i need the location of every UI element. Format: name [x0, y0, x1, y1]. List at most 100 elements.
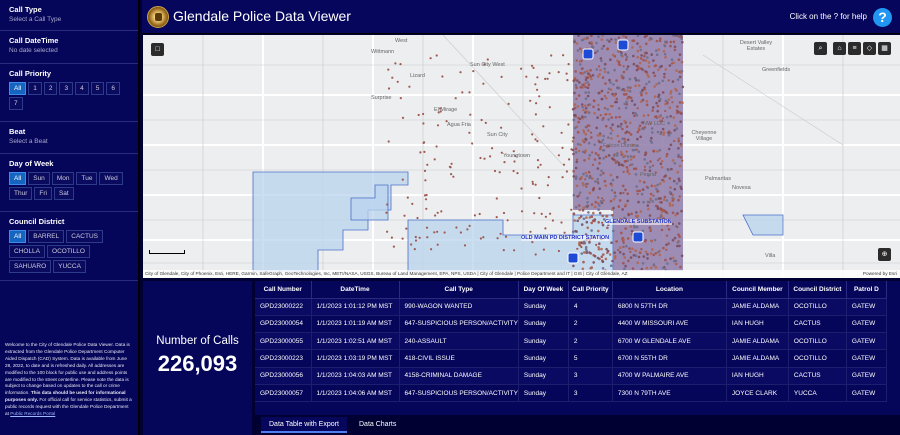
- table-cell: 1/1/2023 1:01:19 AM MST: [311, 315, 400, 334]
- column-header[interactable]: Patrol D: [846, 281, 887, 299]
- table-cell: JAMIE ALDAMA: [726, 298, 789, 316]
- call-type-filter[interactable]: Call Type Select a Call Type: [0, 0, 138, 31]
- priority-chip-1[interactable]: 1: [28, 82, 42, 95]
- locate-icon[interactable]: ⊕: [878, 248, 891, 261]
- priority-chip-2[interactable]: 2: [43, 82, 58, 95]
- day-chip-tue[interactable]: Tue: [76, 172, 98, 185]
- column-header[interactable]: Council Member: [726, 281, 789, 299]
- calls-table-container[interactable]: Call Number DateTime Call Type Day Of Week C…: [255, 281, 900, 415]
- public-records-link[interactable]: Public Records Portal: [10, 411, 56, 417]
- district-chip-barrel[interactable]: BARREL: [28, 230, 65, 243]
- map-view[interactable]: West Wittmann Lizard Surprise El Mirage …: [143, 35, 900, 278]
- old-main-pd-label[interactable]: OLD MAIN PD DISTRICT STATION: [521, 235, 610, 241]
- table-cell: 6800 N 57TH DR: [612, 298, 727, 316]
- map-label-surprise: Surprise: [371, 95, 392, 101]
- district-chip-cholla[interactable]: CHOLLA: [9, 245, 46, 258]
- table-row[interactable]: GPD23000055 1/1/2023 1:02:51 AM MST 240-AS…: [255, 332, 887, 351]
- table-cell: Sunday: [518, 349, 569, 368]
- map-zoom-icon[interactable]: □: [151, 43, 164, 56]
- table-cell: GATEW: [846, 349, 887, 368]
- column-header[interactable]: Council District: [788, 281, 847, 299]
- table-row[interactable]: GPD23000223 1/1/2023 1:03:19 PM MST 418-CI…: [255, 349, 887, 368]
- table-cell: GPD23000055: [255, 332, 312, 351]
- basemap-gallery-icon[interactable]: ▦: [878, 42, 891, 55]
- glendale-substation-label[interactable]: GLENDALE SUBSTATION: [605, 219, 672, 225]
- map-label-sun-city-west: Sun City West: [470, 62, 505, 68]
- map-label-west: West: [395, 38, 408, 44]
- table-cell: GPD23000223: [255, 349, 312, 368]
- priority-chip-5[interactable]: 5: [90, 82, 105, 95]
- district-chip-yucca[interactable]: YUCCA: [53, 260, 86, 273]
- council-district-options: All BARREL CACTUS CHOLLA OCOTILLO SAHUARO YUCC…: [9, 230, 130, 273]
- legend-list-icon[interactable]: ≡: [848, 42, 861, 55]
- table-row[interactable]: GPD23000054 1/1/2023 1:01:19 AM MST 647-SU…: [255, 315, 887, 334]
- table-cell: CACTUS: [788, 315, 847, 334]
- table-body: GPD23000222 1/1/2023 1:01:12 PM MST 990-WA…: [255, 298, 887, 403]
- table-row[interactable]: GPD23000222 1/1/2023 1:01:12 PM MST 990-WA…: [255, 298, 887, 316]
- call-datetime-value[interactable]: No date selected: [9, 47, 58, 54]
- table-cell: 1/1/2023 1:02:51 AM MST: [311, 332, 400, 351]
- table-cell: 6700 W GLENDALE AVE: [612, 332, 727, 351]
- district-chip-all[interactable]: All: [9, 230, 27, 243]
- priority-chip-4[interactable]: 4: [75, 82, 89, 95]
- beat-select[interactable]: Select a Beat: [9, 138, 48, 145]
- calls-kpi-card: Number of Calls 226,093: [143, 281, 252, 435]
- table-cell: 647-SUSPICIOUS PERSON/ACTIVITY: [399, 315, 519, 334]
- table-cell: Sunday: [518, 367, 569, 385]
- day-chip-sun[interactable]: Sun: [28, 172, 50, 185]
- calls-table: Call Number DateTime Call Type Day Of Week C…: [255, 281, 887, 403]
- table-cell: Sunday: [518, 384, 569, 403]
- welcome-tail: For official call for service statistics…: [5, 397, 132, 417]
- table-cell: IAN HUGH: [726, 315, 789, 334]
- map-label-desert-valley: Desert Valley Estates: [739, 40, 773, 52]
- home-icon[interactable]: ⌂: [833, 42, 846, 55]
- day-chip-mon[interactable]: Mon: [51, 172, 75, 185]
- day-chip-all[interactable]: All: [9, 172, 27, 185]
- day-chip-sat[interactable]: Sat: [53, 187, 74, 200]
- map-label-nw-loc: NW LOC: [643, 121, 665, 127]
- layers-icon[interactable]: ◇: [863, 42, 876, 55]
- help-hint: Click on the ? for help: [789, 12, 867, 21]
- day-of-week-title: Day of Week: [9, 159, 54, 168]
- column-header[interactable]: Call Number: [255, 281, 312, 299]
- table-cell: 6700 N 55TH DR: [612, 349, 727, 368]
- beat-filter[interactable]: Beat Select a Beat: [0, 122, 138, 154]
- priority-chip-all[interactable]: All: [9, 82, 27, 95]
- district-chip-cactus[interactable]: CACTUS: [66, 230, 103, 243]
- district-chip-sahuaro[interactable]: SAHUARO: [9, 260, 52, 273]
- table-cell: 418-CIVIL ISSUE: [399, 349, 519, 368]
- table-cell: JAMIE ALDAMA: [726, 332, 789, 351]
- day-chip-thur[interactable]: Thur: [9, 187, 33, 200]
- tab-data-table[interactable]: Data Table with Export: [261, 417, 347, 433]
- column-header[interactable]: Call Priority: [568, 281, 613, 299]
- scale-bar: [149, 250, 185, 254]
- map-search-icon[interactable]: ⌕: [814, 42, 827, 55]
- tab-data-charts[interactable]: Data Charts: [359, 421, 397, 428]
- table-cell: 5: [568, 349, 613, 368]
- help-icon[interactable]: ?: [873, 8, 892, 27]
- call-type-select[interactable]: Select a Call Type: [9, 16, 62, 23]
- day-chip-wed[interactable]: Wed: [99, 172, 123, 185]
- table-row[interactable]: GPD23000056 1/1/2023 1:04:03 AM MST 4158-C…: [255, 367, 887, 385]
- table-cell: JAMIE ALDAMA: [726, 349, 789, 368]
- table-cell: 647-SUSPICIOUS PERSON/ACTIVITY: [399, 384, 519, 403]
- table-cell: CACTUS: [788, 367, 847, 385]
- map-label-sun-city: Sun City: [487, 132, 508, 138]
- day-chip-fri[interactable]: Fri: [34, 187, 52, 200]
- priority-chip-3[interactable]: 3: [59, 82, 74, 95]
- priority-chip-7[interactable]: 7: [9, 97, 23, 110]
- call-datetime-filter[interactable]: Call DateTime No date selected: [0, 31, 138, 64]
- map-attribution: City of Glendale, City of Phoenix, Esri,…: [143, 270, 900, 278]
- table-cell: OCOTILLO: [788, 349, 847, 368]
- column-header[interactable]: Call Type: [399, 281, 519, 299]
- column-header[interactable]: Location: [612, 281, 727, 299]
- day-of-week-filter: Day of Week All Sun Mon Tue Wed Thur Fri Sat: [0, 154, 138, 212]
- table-row[interactable]: GPD23000057 1/1/2023 1:04:06 AM MST 647-SU…: [255, 384, 887, 403]
- priority-chip-6[interactable]: 6: [106, 82, 120, 95]
- column-header[interactable]: DateTime: [311, 281, 400, 299]
- map-label-wittmann: Wittmann: [371, 49, 395, 55]
- powered-by-esri[interactable]: Powered by Esri: [862, 271, 897, 276]
- column-header[interactable]: Day Of Week: [518, 281, 569, 299]
- table-cell: YUCCA: [788, 384, 847, 403]
- district-chip-ocotillo[interactable]: OCOTILLO: [47, 245, 90, 258]
